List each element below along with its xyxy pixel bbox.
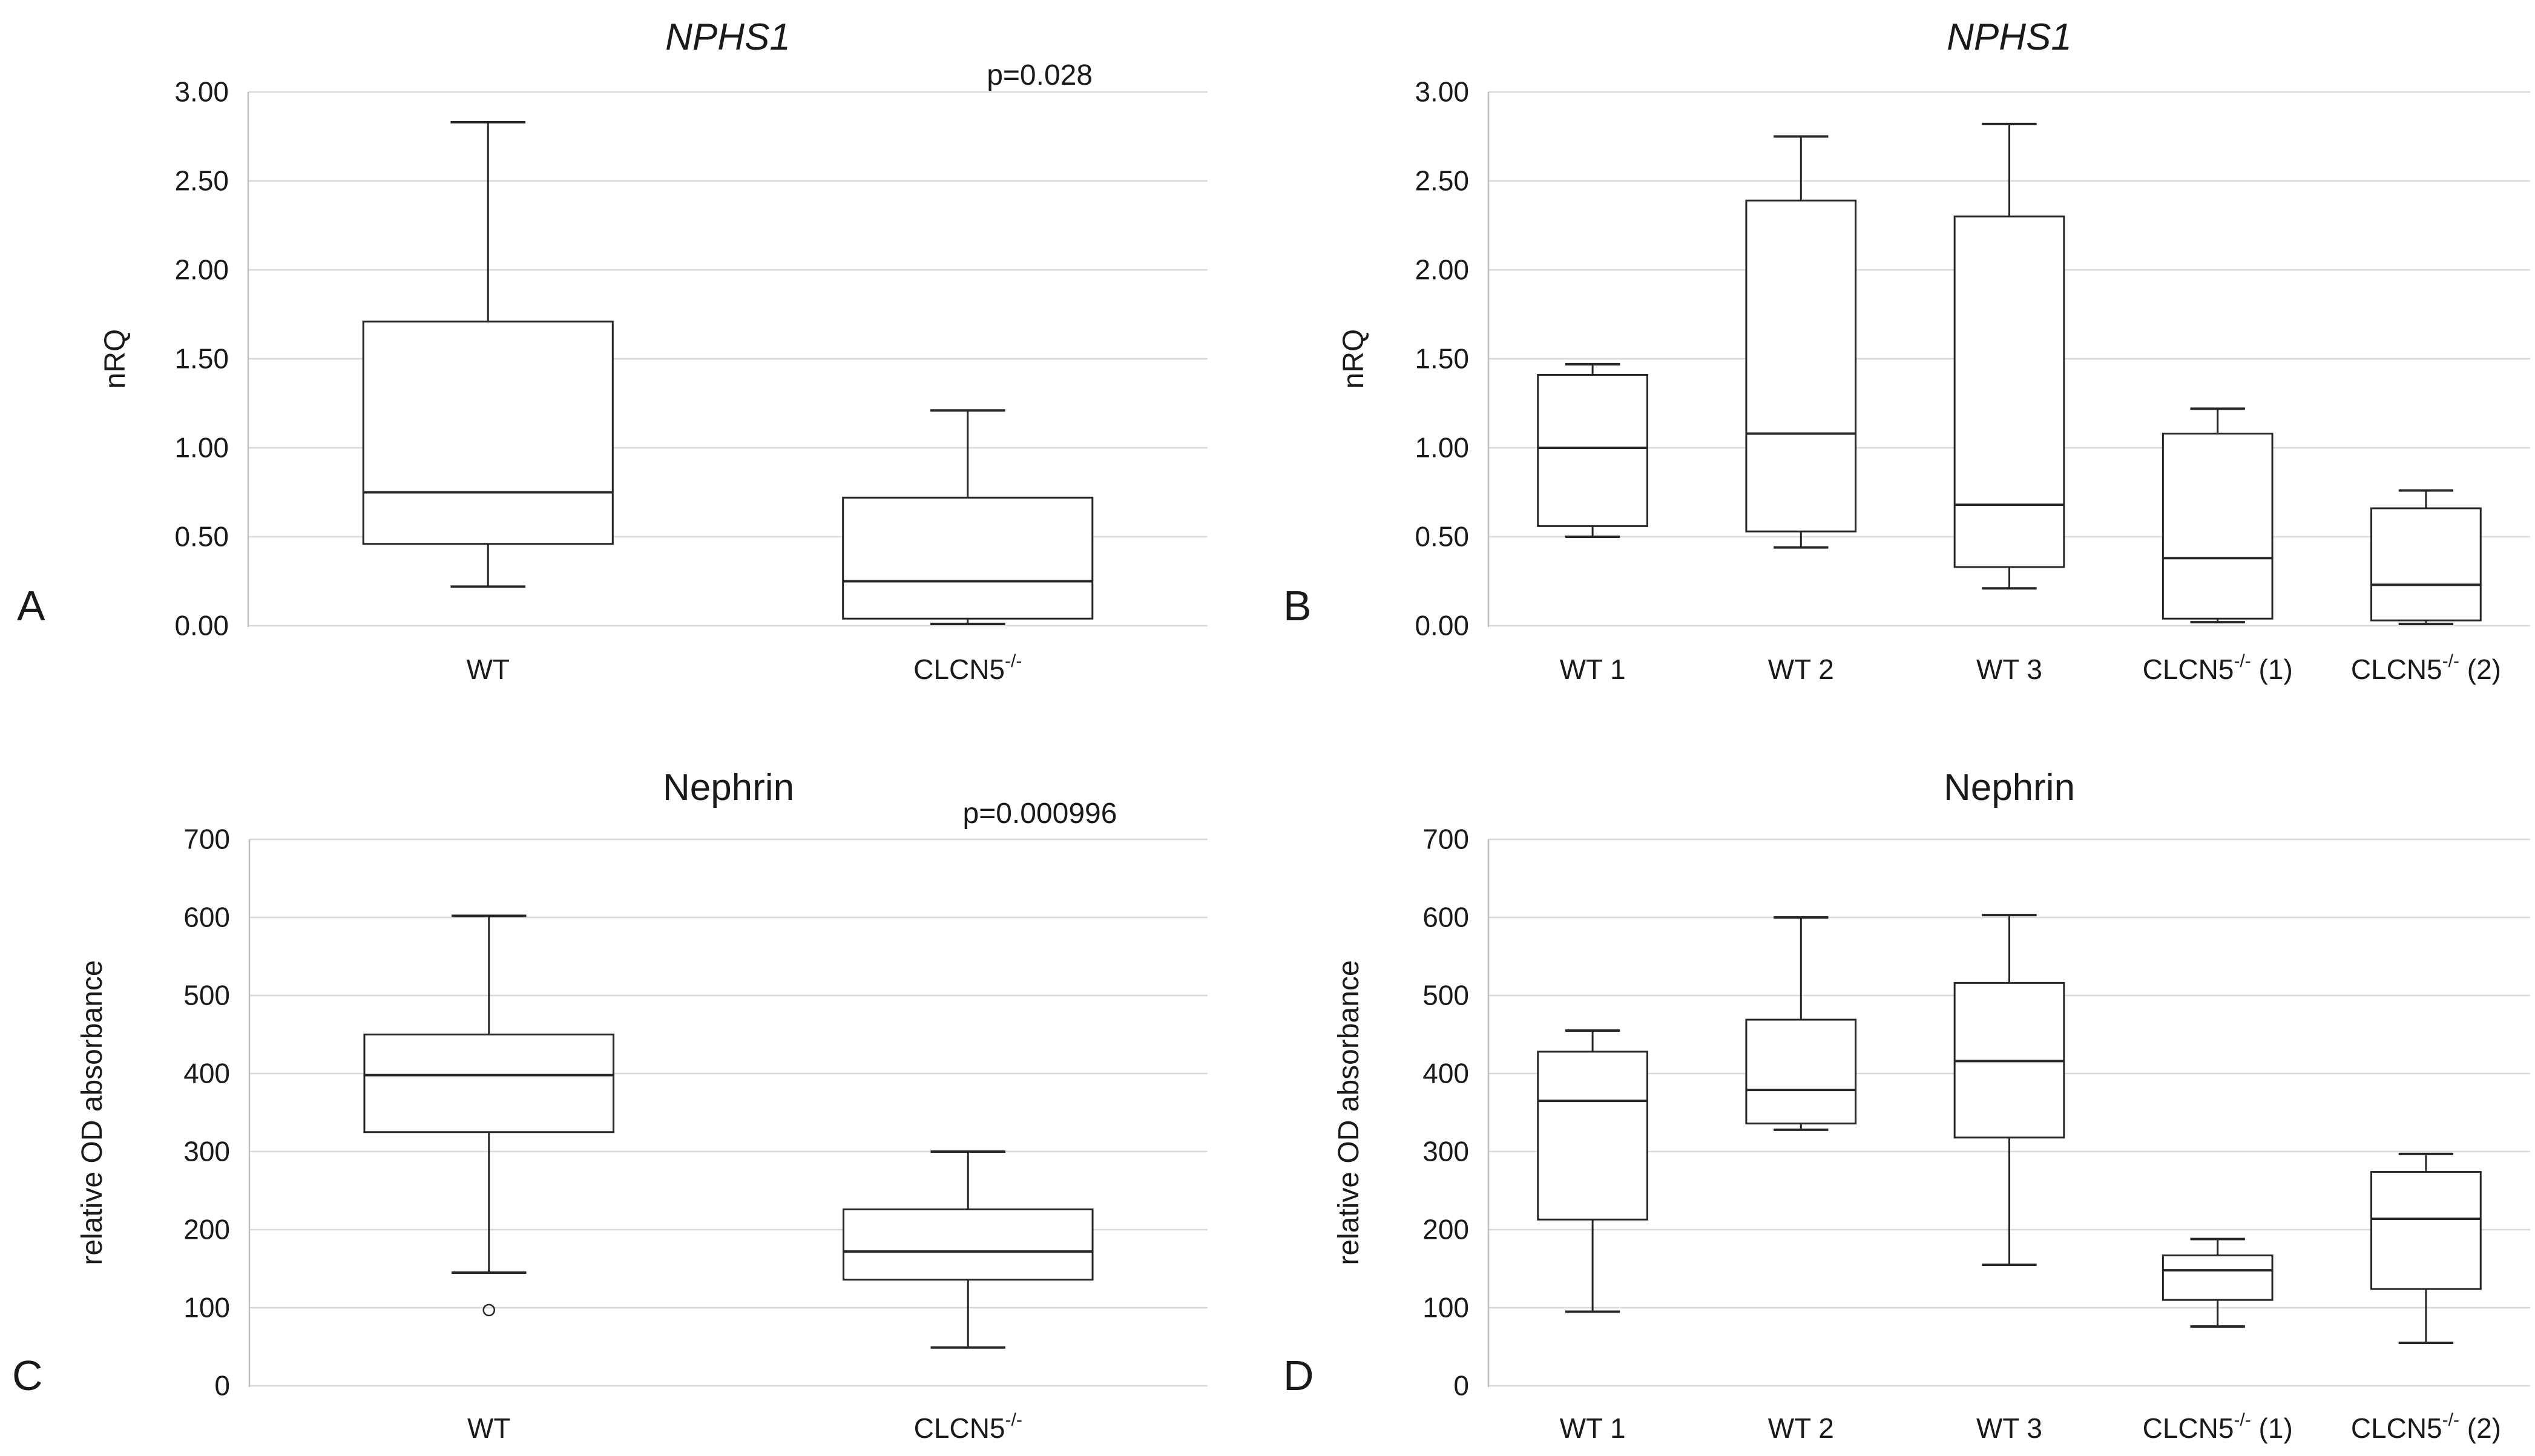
- y-tick-label: 200: [183, 1214, 230, 1245]
- x-category-label: CLCN5-/- (1): [2143, 1410, 2293, 1444]
- x-category-label: WT 1: [1560, 654, 1626, 685]
- box-whisker-D-1: [1745, 916, 1857, 1131]
- y-tick-label: 0.50: [174, 521, 229, 553]
- y-tick-label: 100: [183, 1292, 230, 1323]
- y-tick-label: 3.00: [1415, 76, 1469, 108]
- x-category-label: WT 1: [1560, 1412, 1626, 1444]
- iqr-box: [362, 320, 614, 545]
- chart-title: Nephrin: [1944, 767, 2075, 808]
- x-category-label: CLCN5-/- (1): [2143, 651, 2293, 685]
- y-tick-label: 400: [1422, 1058, 1469, 1089]
- panel-letter-d: D: [1283, 1352, 1315, 1399]
- y-tick-label: 1.50: [1415, 343, 1469, 375]
- box-whisker-B-4: [2370, 489, 2482, 626]
- x-category-label: CLCN5-/-: [914, 1410, 1022, 1444]
- y-tick-label: 0.00: [1415, 610, 1469, 641]
- y-tick-label: 500: [183, 980, 230, 1011]
- x-category-label: WT: [466, 654, 510, 685]
- x-category-label: WT 3: [1976, 1412, 2042, 1444]
- iqr-box: [2370, 507, 2482, 621]
- p-value-annotation: p=0.000996: [963, 798, 1117, 830]
- box-whisker-C-0: [363, 914, 615, 1317]
- y-tick-label: 0: [214, 1370, 230, 1402]
- iqr-box: [1953, 215, 2065, 568]
- y-tick-label: 1.00: [174, 432, 229, 464]
- p-value-annotation: p=0.028: [987, 59, 1093, 91]
- box-whisker-D-0: [1537, 1029, 1648, 1313]
- iqr-box: [2370, 1171, 2482, 1290]
- panel-letter-c: C: [12, 1352, 44, 1399]
- outlier-point: [482, 1304, 495, 1317]
- box-whisker-B-0: [1537, 362, 1648, 538]
- panel-letter-a: A: [17, 582, 46, 629]
- x-category-label: CLCN5-/- (2): [2351, 651, 2501, 685]
- panel-B: 0.00 0.50 1.00 1.50 2.00 2.50 3.00 nRQ NPHS1 WT 1…: [1338, 16, 2530, 685]
- iqr-box: [1537, 373, 1648, 527]
- x-category-label: CLCN5-/- (2): [2351, 1410, 2501, 1444]
- box-whisker-B-3: [2162, 407, 2274, 624]
- box-whisker-D-2: [1953, 914, 2065, 1267]
- iqr-box: [842, 496, 1094, 620]
- y-axis-title: nRQ: [99, 329, 131, 389]
- y-tick-label: 1.50: [174, 343, 229, 375]
- y-tick-label: 500: [1422, 980, 1469, 1011]
- iqr-box: [2162, 1254, 2274, 1301]
- y-tick-label: 0.00: [174, 610, 229, 641]
- y-tick-label: 600: [1422, 902, 1469, 933]
- iqr-box: [1745, 1018, 1857, 1125]
- y-tick-label: 400: [183, 1058, 230, 1089]
- y-axis-title: relative OD absorbance: [76, 960, 108, 1265]
- y-tick-label: 200: [1422, 1214, 1469, 1245]
- chart-title: NPHS1: [665, 16, 791, 58]
- box-whisker-A-1: [842, 409, 1094, 626]
- x-category-label: WT 3: [1976, 654, 2042, 685]
- box-whisker-B-1: [1745, 135, 1857, 549]
- iqr-box: [363, 1034, 615, 1133]
- y-tick-label: 600: [183, 902, 230, 933]
- y-tick-label: 1.00: [1415, 432, 1469, 464]
- y-tick-label: 2.50: [174, 165, 229, 197]
- chart-title: NPHS1: [1947, 16, 2072, 58]
- iqr-box: [842, 1208, 1094, 1281]
- iqr-box: [1537, 1051, 1648, 1221]
- y-tick-label: 3.00: [174, 76, 229, 108]
- iqr-box: [1745, 199, 1857, 533]
- y-tick-label: 300: [183, 1136, 230, 1167]
- chart-title: Nephrin: [663, 767, 794, 808]
- box-whisker-A-0: [362, 120, 614, 588]
- panel-D: 0 100 200 300 400 500 600 700 relative OD absorb…: [1333, 767, 2530, 1444]
- y-axis-title: relative OD absorbance: [1333, 960, 1365, 1265]
- y-tick-label: 700: [183, 824, 230, 855]
- x-category-label: WT 2: [1768, 1412, 1834, 1444]
- x-category-label: CLCN5-/-: [913, 651, 1022, 685]
- panel-A: 0.00 0.50 1.00 1.50 2.00 2.50 3.00 nRQ NPHS1 p=0.…: [99, 16, 1208, 685]
- y-tick-label: 700: [1422, 824, 1469, 855]
- y-tick-label: 300: [1422, 1136, 1469, 1167]
- box-whisker-D-3: [2162, 1238, 2274, 1328]
- y-axis-title: nRQ: [1338, 329, 1370, 389]
- panel-C: 0 100 200 300 400 500 600 700 relative OD absorb…: [76, 767, 1208, 1444]
- y-tick-label: 2.00: [174, 254, 229, 286]
- y-tick-label: 100: [1422, 1292, 1469, 1323]
- box-whisker-C-1: [842, 1150, 1094, 1349]
- y-tick-label: 0.50: [1415, 521, 1469, 553]
- y-tick-label: 0: [1453, 1370, 1469, 1402]
- box-whisker-B-2: [1953, 122, 2065, 590]
- iqr-box: [2162, 432, 2274, 620]
- x-category-label: WT 2: [1768, 654, 1834, 685]
- x-category-label: WT: [467, 1412, 511, 1444]
- box-whisker-D-4: [2370, 1152, 2482, 1345]
- panel-letter-b: B: [1283, 582, 1312, 629]
- y-tick-label: 2.00: [1415, 254, 1469, 286]
- y-tick-label: 2.50: [1415, 165, 1469, 197]
